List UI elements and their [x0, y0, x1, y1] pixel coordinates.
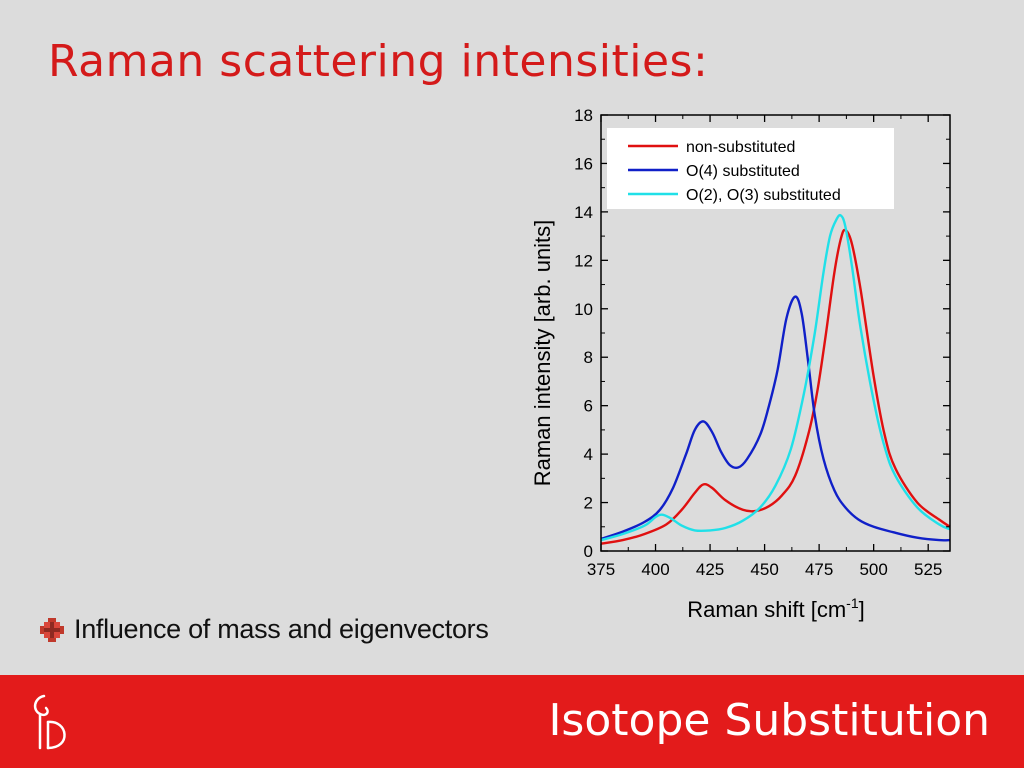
- y-axis-label: Raman intensity [arb. units]: [530, 220, 555, 487]
- y-tick-label: 18: [574, 106, 593, 125]
- y-tick-label: 0: [584, 542, 593, 561]
- red-cross-bullet-icon: [40, 617, 64, 642]
- y-tick-label: 16: [574, 154, 593, 173]
- x-axis-label-end: ]: [859, 597, 865, 622]
- raman-chart: 375 400 425 450 475 500 525 0 2 4 6 8 10 12 14 16 18 non…: [530, 106, 951, 622]
- footer-title: Isotope Substitution: [548, 695, 990, 746]
- legend-label: O(2), O(3) substituted: [686, 187, 841, 204]
- department-logo-icon: [33, 694, 66, 750]
- series-line-2: [600, 295, 951, 542]
- x-axis-label-main: Raman shift [cm: [687, 597, 846, 622]
- y-tick-label: 4: [584, 445, 593, 464]
- series-line-1: [600, 228, 951, 545]
- slide-title: Raman scattering intensities:: [48, 36, 709, 87]
- x-tick-label: 525: [914, 560, 942, 579]
- y-tick-label: 2: [584, 494, 593, 513]
- footer-bar: Isotope Substitution: [0, 675, 1024, 768]
- x-tick-label: 500: [859, 560, 887, 579]
- series-line-3: [600, 213, 951, 542]
- legend-box: [607, 128, 894, 209]
- y-tick-label: 6: [584, 397, 593, 416]
- y-tick-label: 8: [584, 348, 593, 367]
- y-tick-label: 14: [574, 203, 593, 222]
- x-tick-label: 450: [750, 560, 778, 579]
- x-axis-label: Raman shift [cm-1]: [687, 595, 865, 622]
- legend-label: non-substituted: [686, 139, 795, 156]
- legend: non-substituted O(4) substituted O(2), O(3…: [607, 128, 894, 209]
- x-tick-label: 475: [805, 560, 833, 579]
- x-tick-label: 425: [696, 560, 724, 579]
- y-tick-label: 10: [574, 300, 593, 319]
- bullet-label: Influence of mass and eigenvectors: [74, 614, 489, 644]
- x-tick-label: 400: [641, 560, 669, 579]
- y-tick-label: 12: [574, 251, 593, 270]
- x-axis-label-sup: -1: [846, 595, 859, 611]
- legend-label: O(4) substituted: [686, 163, 800, 180]
- bullet-item: Influence of mass and eigenvectors: [38, 614, 489, 645]
- axes: 375 400 425 450 475 500 525 0 2 4 6 8 10 12 14 16 18: [574, 106, 950, 579]
- x-tick-label: 375: [587, 560, 615, 579]
- plot-area: [600, 213, 951, 545]
